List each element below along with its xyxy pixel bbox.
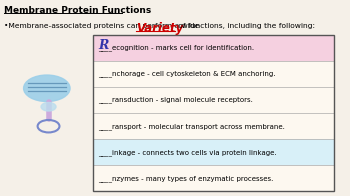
Bar [93,165,334,191]
Text: ____inkage - connects two cells via protein linkage.: ____inkage - connects two cells via prot… [98,149,277,156]
Text: of functions, including the following:: of functions, including the following: [176,23,315,29]
Bar [93,61,334,87]
Circle shape [41,103,56,111]
Circle shape [23,75,70,102]
Bar [93,139,334,165]
Text: R: R [98,39,108,52]
Bar [93,113,334,139]
Text: Membrane Protein Functions: Membrane Protein Functions [4,5,151,15]
Bar [93,87,334,113]
Text: ____ransduction - signal molecule receptors.: ____ransduction - signal molecule recept… [98,97,253,103]
Bar [93,35,334,191]
Text: ____ransport - molecular transport across membrane.: ____ransport - molecular transport acros… [98,123,285,130]
Text: •Membrane-associated proteins can perform a wide: •Membrane-associated proteins can perfor… [4,23,202,29]
Text: ____nzymes - many types of enzymatic processes.: ____nzymes - many types of enzymatic pro… [98,175,273,182]
Bar [93,35,334,61]
Text: Variety: Variety [136,22,183,35]
Text: ____nchorage - cell cytoskeleton & ECM anchoring.: ____nchorage - cell cytoskeleton & ECM a… [98,71,275,77]
Text: ____ecognition - marks cell for identification.: ____ecognition - marks cell for identifi… [98,44,254,51]
